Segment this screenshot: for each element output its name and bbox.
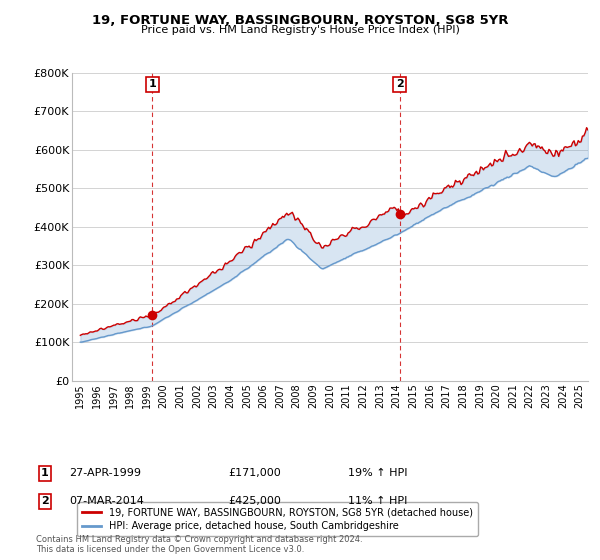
Text: £425,000: £425,000 xyxy=(228,496,281,506)
Text: 07-MAR-2014: 07-MAR-2014 xyxy=(69,496,144,506)
Text: £171,000: £171,000 xyxy=(228,468,281,478)
Text: 2: 2 xyxy=(41,496,49,506)
Text: 19% ↑ HPI: 19% ↑ HPI xyxy=(348,468,407,478)
Text: 2: 2 xyxy=(396,80,403,90)
Text: 1: 1 xyxy=(148,80,156,90)
Text: 19, FORTUNE WAY, BASSINGBOURN, ROYSTON, SG8 5YR: 19, FORTUNE WAY, BASSINGBOURN, ROYSTON, … xyxy=(92,14,508,27)
Text: Contains HM Land Registry data © Crown copyright and database right 2024.
This d: Contains HM Land Registry data © Crown c… xyxy=(36,535,362,554)
Text: Price paid vs. HM Land Registry's House Price Index (HPI): Price paid vs. HM Land Registry's House … xyxy=(140,25,460,35)
Text: 11% ↑ HPI: 11% ↑ HPI xyxy=(348,496,407,506)
Legend: 19, FORTUNE WAY, BASSINGBOURN, ROYSTON, SG8 5YR (detached house), HPI: Average p: 19, FORTUNE WAY, BASSINGBOURN, ROYSTON, … xyxy=(77,502,478,536)
Text: 1: 1 xyxy=(41,468,49,478)
Text: 27-APR-1999: 27-APR-1999 xyxy=(69,468,141,478)
